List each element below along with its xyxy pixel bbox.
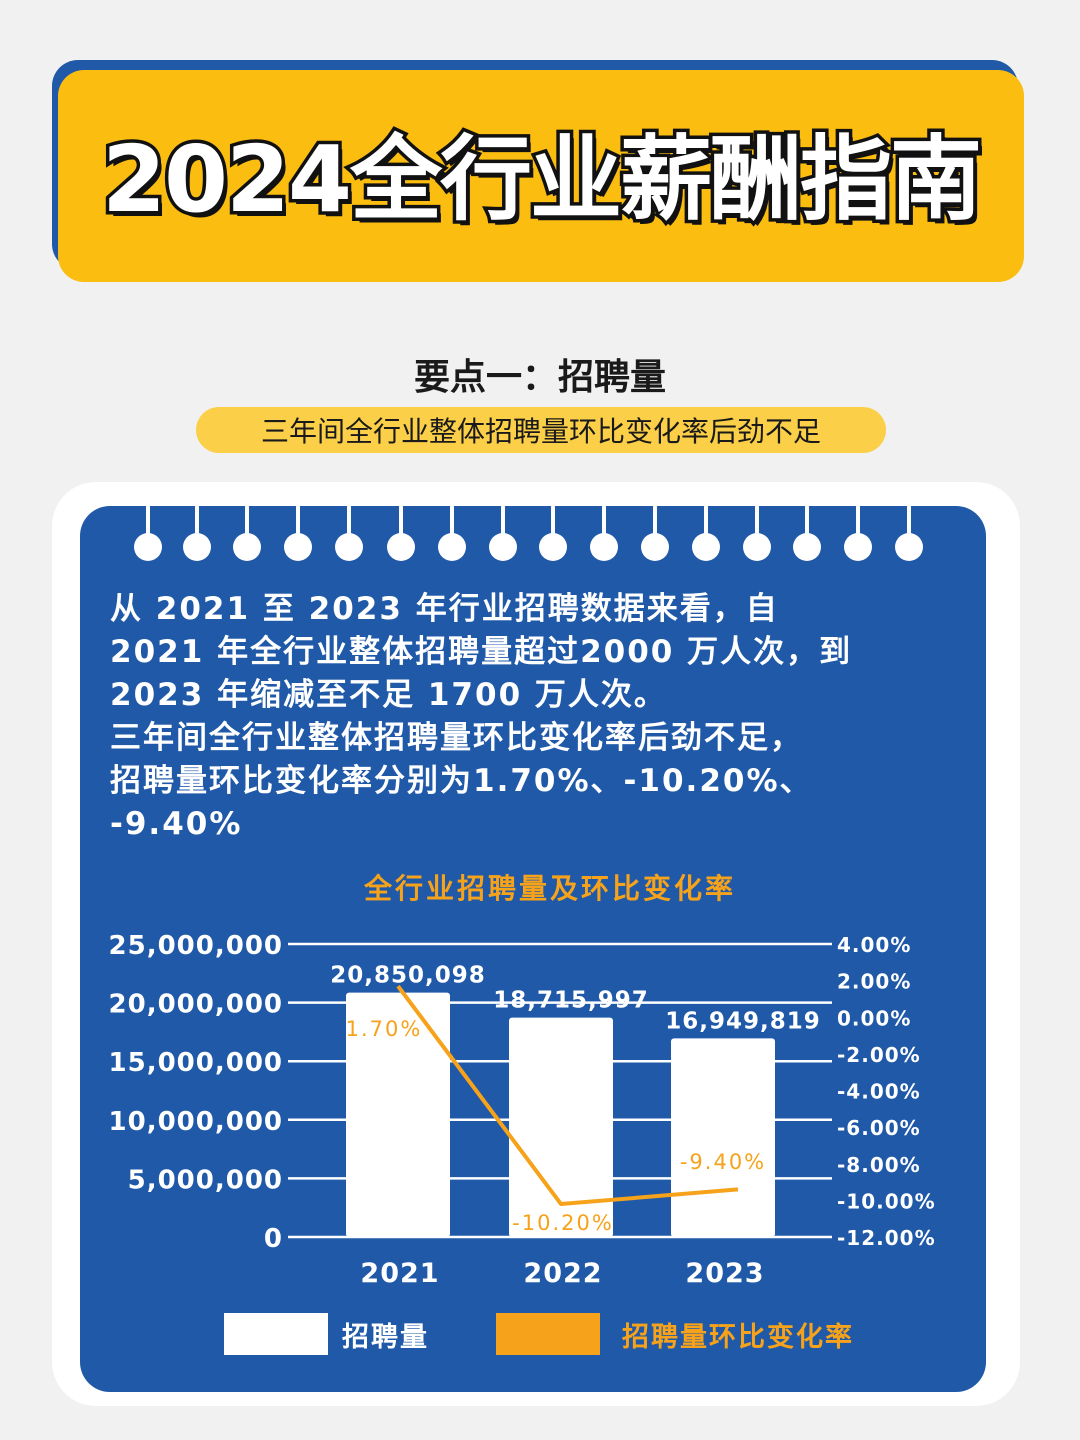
ring-hole bbox=[590, 505, 618, 561]
y-right-tick-label: 0.00% bbox=[837, 1006, 911, 1030]
y-right-tick-label: 4.00% bbox=[837, 933, 911, 957]
y-left-tick-label: 5,000,000 bbox=[128, 1165, 283, 1195]
y-left-tick-label: 15,000,000 bbox=[109, 1048, 283, 1078]
bar-value-label: 16,949,819 bbox=[665, 1008, 821, 1034]
rate-value-label: -9.40% bbox=[680, 1150, 766, 1174]
ring-hole bbox=[692, 505, 720, 561]
legend-swatch-bar bbox=[224, 1313, 328, 1355]
rate-line bbox=[396, 984, 739, 1207]
legend-label-line: 招聘量环比变化率 bbox=[622, 1322, 854, 1353]
summary-paragraph: 从 2021 至 2023 年行业招聘数据来看，自 2021 年全行业整体招聘量… bbox=[110, 588, 950, 846]
ring-hole bbox=[844, 505, 872, 561]
legend-label-bar: 招聘量 bbox=[342, 1322, 429, 1353]
y-right-tick-label: -10.00% bbox=[837, 1189, 936, 1213]
y-right-tick-label: -2.00% bbox=[837, 1043, 921, 1067]
x-tick-label: 2021 bbox=[360, 1258, 439, 1289]
bar bbox=[346, 992, 450, 1237]
y-left-tick-label: 20,000,000 bbox=[109, 990, 283, 1020]
ring-hole bbox=[183, 505, 211, 561]
rate-value-label: 1.70% bbox=[346, 1017, 423, 1041]
rate-value-label: -10.20% bbox=[512, 1211, 614, 1235]
summary-line: -9.40% bbox=[110, 806, 243, 842]
summary-line: 招聘量环比变化率分别为1.70%、-10.20%、 bbox=[110, 763, 813, 799]
ring-hole bbox=[539, 505, 567, 561]
summary-line: 2021 年全行业整体招聘量超过2000 万人次，到 bbox=[110, 634, 853, 670]
ring-hole bbox=[335, 505, 363, 561]
notebook-card bbox=[80, 506, 986, 1392]
ring-hole bbox=[134, 505, 162, 561]
ring-hole bbox=[793, 505, 821, 561]
ring-hole bbox=[284, 505, 312, 561]
ring-hole bbox=[233, 505, 261, 561]
bar bbox=[671, 1038, 775, 1237]
y-left-tick-label: 0 bbox=[264, 1224, 283, 1254]
ring-hole bbox=[489, 505, 517, 561]
page-title: 2024全行业薪酬指南 bbox=[98, 122, 985, 236]
chart-title: 全行业招聘量及环比变化率 bbox=[363, 872, 736, 905]
y-right-tick-label: -12.00% bbox=[837, 1226, 936, 1250]
ring-hole bbox=[895, 505, 923, 561]
summary-line: 2023 年缩减至不足 1700 万人次。 bbox=[110, 677, 667, 713]
legend-swatch-line bbox=[496, 1313, 600, 1355]
bar-value-label: 18,715,997 bbox=[493, 988, 649, 1014]
header-banner: 2024全行业薪酬指南 bbox=[58, 70, 1024, 282]
x-tick-label: 2023 bbox=[685, 1258, 764, 1289]
y-left-tick-label: 25,000,000 bbox=[109, 931, 283, 961]
ring-hole bbox=[641, 505, 669, 561]
y-right-tick-label: -8.00% bbox=[837, 1153, 921, 1177]
bar-value-label: 20,850,098 bbox=[330, 963, 486, 989]
y-right-tick-label: -6.00% bbox=[837, 1116, 921, 1140]
ring-hole bbox=[438, 505, 466, 561]
y-right-tick-label: 2.00% bbox=[837, 970, 911, 994]
bar bbox=[509, 1017, 613, 1237]
y-left-tick-label: 10,000,000 bbox=[109, 1107, 283, 1137]
section-subtitle: 三年间全行业整体招聘量环比变化率后劲不足 bbox=[196, 407, 886, 453]
x-tick-label: 2022 bbox=[523, 1258, 602, 1289]
y-right-tick-label: -4.00% bbox=[837, 1080, 921, 1104]
ring-hole bbox=[743, 505, 771, 561]
section-title: 要点一：招聘量 bbox=[413, 357, 666, 398]
ring-hole bbox=[387, 505, 415, 561]
summary-line: 三年间全行业整体招聘量环比变化率后劲不足， bbox=[110, 720, 803, 756]
summary-line: 从 2021 至 2023 年行业招聘数据来看，自 bbox=[110, 591, 779, 627]
